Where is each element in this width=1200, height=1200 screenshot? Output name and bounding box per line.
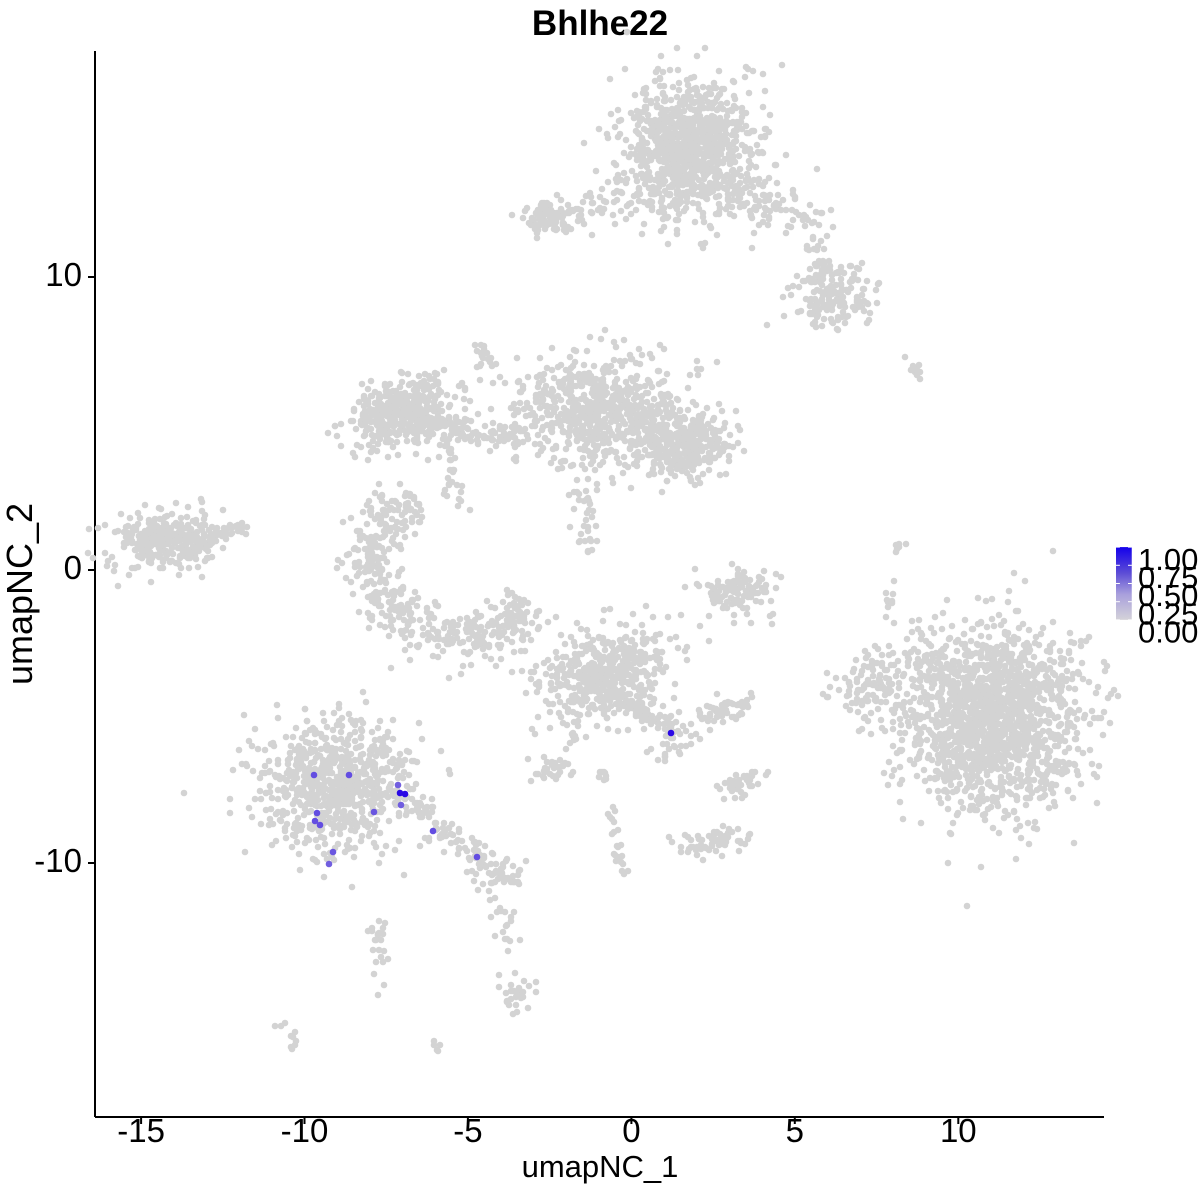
svg-text:0: 0 [622, 1112, 640, 1149]
svg-text:0: 0 [64, 549, 82, 586]
svg-text:-10: -10 [281, 1112, 329, 1149]
svg-text:-10: -10 [34, 842, 82, 879]
svg-text:10: 10 [940, 1112, 977, 1149]
svg-text:10: 10 [45, 256, 82, 293]
svg-text:-15: -15 [117, 1112, 165, 1149]
svg-text:-5: -5 [453, 1112, 482, 1149]
svg-text:5: 5 [786, 1112, 804, 1149]
